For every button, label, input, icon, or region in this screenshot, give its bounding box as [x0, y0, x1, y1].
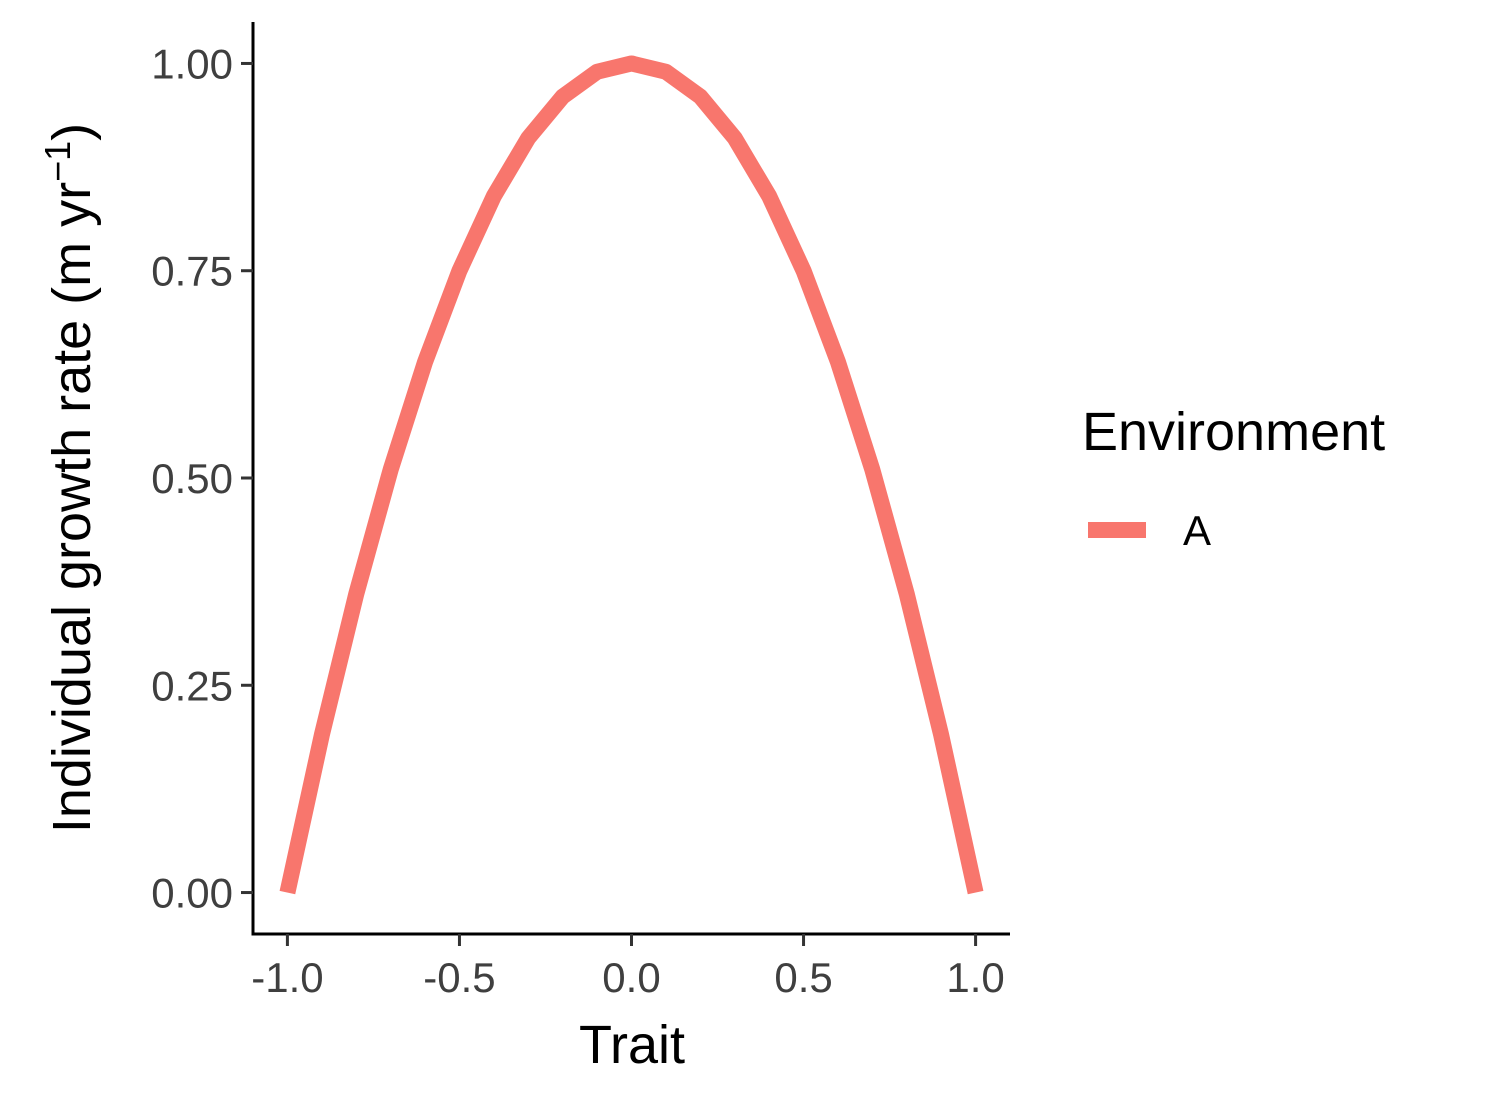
y-tick-label: 0.50 [151, 455, 233, 502]
y-axis-title: Individual growth rate (m yr−1) [37, 123, 102, 833]
axes: 0.00 0.25 0.50 0.75 1.00 -1.0 -0.5 0.0 0.5 1.0 [151, 22, 1010, 1001]
legend: Environment A [1082, 402, 1385, 554]
x-tick-label: 0.0 [602, 954, 660, 1001]
legend-label-a: A [1183, 507, 1211, 554]
series-line-a [279, 55, 984, 895]
y-axis-title-close: ) [42, 123, 102, 141]
y-axis-title-main: Individual growth rate (m yr [42, 182, 102, 833]
y-tick-label: 0.75 [151, 248, 233, 295]
y-axis-title-superscript: −1 [37, 141, 78, 182]
x-tick-label: 1.0 [946, 954, 1004, 1001]
plot-area [279, 55, 984, 895]
y-tick-label: 0.00 [151, 870, 233, 917]
legend-title: Environment [1082, 402, 1385, 462]
x-tick-label: -0.5 [423, 954, 495, 1001]
y-tick-label: 1.00 [151, 40, 233, 87]
y-tick-label: 0.25 [151, 662, 233, 709]
x-axis-title: Trait [579, 1015, 685, 1075]
x-tick-label: 0.5 [774, 954, 832, 1001]
x-tick-label: -1.0 [251, 954, 323, 1001]
